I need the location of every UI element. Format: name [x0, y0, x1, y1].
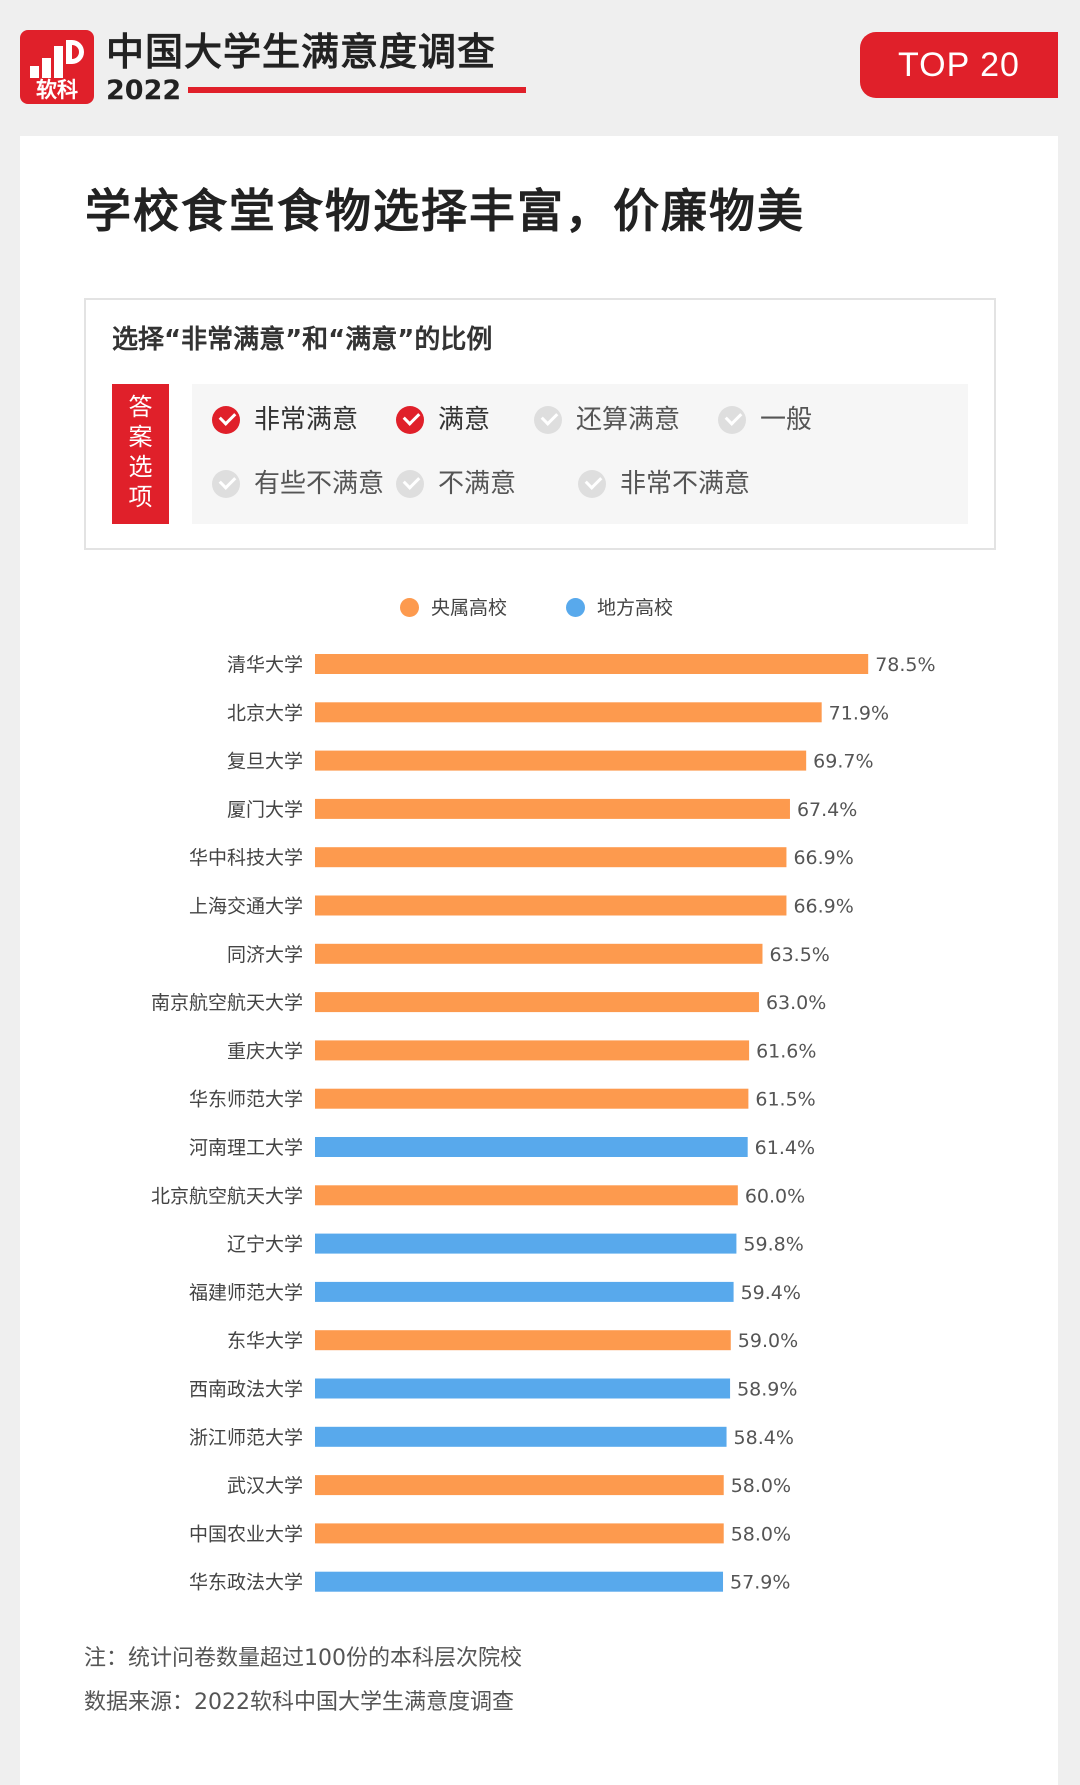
options-area: 非常满意 满意 还算满意 一般 有些不满意 不满意 非常不满意: [192, 384, 968, 524]
bar: [315, 1475, 724, 1496]
check-icon: [578, 470, 606, 498]
value-label: 67.4%: [797, 799, 857, 821]
category-label: 中国农业大学: [189, 1523, 303, 1545]
bar: [315, 992, 759, 1013]
value-label: 63.5%: [769, 944, 829, 966]
check-icon: [212, 406, 240, 434]
bar: [315, 1378, 731, 1399]
value-label: 61.4%: [755, 1137, 815, 1159]
bar: [315, 702, 822, 723]
bar-chart: 清华大学 78.5% 北京大学 71.9% 复旦大学 69.7% 厦门大学 67.4% 华中科技…: [151, 654, 936, 1594]
legend-item-central: 央属高校: [400, 593, 507, 623]
category-label: 浙江师范大学: [189, 1427, 303, 1449]
bar: [315, 1281, 734, 1302]
option-dissatisfied: 不满意: [396, 469, 516, 499]
category-label: 辽宁大学: [227, 1234, 303, 1256]
category-label: 清华大学: [227, 654, 303, 676]
chart-legend: 央属高校 地方高校: [20, 593, 1058, 623]
data-source: 数据来源：2022软科中国大学生满意度调查: [84, 1690, 514, 1715]
bar: [315, 750, 807, 771]
logo-bar: [42, 58, 51, 78]
category-label: 复旦大学: [227, 751, 303, 773]
value-label: 57.9%: [730, 1572, 790, 1594]
options-label: 答案选项: [112, 384, 169, 524]
survey-title: 中国大学生满意度调查: [106, 30, 497, 74]
category-label: 福建师范大学: [189, 1282, 303, 1304]
value-label: 58.9%: [737, 1379, 797, 1401]
value-label: 58.0%: [731, 1475, 791, 1497]
category-label: 北京航空航天大学: [151, 1185, 303, 1207]
category-label: 东华大学: [227, 1330, 303, 1352]
check-icon: [396, 470, 424, 498]
footnote: 注：统计问卷数量超过100份的本科层次院校: [84, 1646, 522, 1671]
option-satisfied: 满意: [396, 405, 490, 435]
value-label: 71.9%: [829, 702, 889, 724]
category-label: 华东政法大学: [189, 1572, 303, 1594]
survey-year: 2022: [106, 75, 182, 106]
value-label: 59.8%: [743, 1234, 803, 1256]
bar: [315, 1185, 738, 1206]
category-label: 西南政法大学: [189, 1379, 303, 1401]
bar: [315, 1233, 737, 1254]
option-very-satisfied: 非常满意: [212, 405, 358, 435]
logo-bar: [30, 66, 39, 78]
category-label: 武汉大学: [227, 1475, 303, 1497]
value-label: 58.4%: [734, 1427, 794, 1449]
value-label: 78.5%: [875, 654, 935, 676]
logo-r-mark: [66, 40, 84, 64]
category-label: 河南理工大学: [189, 1137, 303, 1159]
option-neutral: 一般: [718, 405, 812, 435]
content-card: 学校食堂食物选择丰富，价廉物美 选择“非常满意”和“满意”的比例 答案选项 非常…: [20, 136, 1058, 1785]
category-label: 南京航空航天大学: [151, 992, 303, 1014]
bar: [315, 1426, 727, 1447]
logo-brand-text: 软科: [36, 78, 78, 102]
category-label: 厦门大学: [227, 799, 303, 821]
option-fairly-satisfied: 还算满意: [534, 405, 680, 435]
value-label: 61.6%: [756, 1040, 816, 1062]
check-icon: [718, 406, 746, 434]
bar: [315, 1330, 731, 1351]
question-title: 选择“非常满意”和“满意”的比例: [112, 325, 493, 355]
check-icon: [534, 406, 562, 434]
bar: [315, 1523, 724, 1544]
check-icon: [396, 406, 424, 434]
value-label: 59.4%: [741, 1282, 801, 1304]
option-very-dissatisfied: 非常不满意: [578, 469, 750, 499]
category-label: 北京大学: [227, 702, 303, 724]
bar: [315, 798, 790, 819]
bar: [315, 654, 869, 674]
bar: [315, 1040, 750, 1061]
page-headline: 学校食堂食物选择丰富，价廉物美: [85, 184, 805, 238]
bar: [315, 847, 787, 868]
value-label: 58.0%: [731, 1523, 791, 1545]
category-label: 华中科技大学: [189, 847, 303, 869]
top-badge: TOP 20: [860, 32, 1058, 98]
bar: [315, 895, 787, 916]
value-label: 60.0%: [745, 1185, 805, 1207]
value-label: 63.0%: [766, 992, 826, 1014]
ruanke-logo: 软科: [20, 30, 94, 104]
legend-item-local: 地方高校: [566, 593, 673, 623]
option-somewhat-dissatisfied: 有些不满意: [212, 469, 384, 499]
value-label: 66.9%: [793, 847, 853, 869]
legend-dot-local: [566, 598, 585, 617]
bar: [315, 1571, 724, 1592]
title-underline: [188, 87, 526, 93]
value-label: 66.9%: [793, 896, 853, 918]
value-label: 61.5%: [755, 1089, 815, 1111]
bar: [315, 1137, 748, 1157]
logo-bar: [54, 46, 63, 78]
category-label: 重庆大学: [227, 1040, 303, 1062]
question-box: 选择“非常满意”和“满意”的比例 答案选项 非常满意 满意 还算满意 一般 有些…: [84, 298, 996, 550]
bar: [315, 1088, 749, 1109]
legend-dot-central: [400, 598, 419, 617]
value-label: 69.7%: [813, 751, 873, 773]
check-icon: [212, 470, 240, 498]
value-label: 59.0%: [738, 1330, 798, 1352]
category-label: 同济大学: [227, 944, 303, 966]
bar: [315, 943, 763, 964]
category-label: 华东师范大学: [189, 1089, 303, 1111]
category-label: 上海交通大学: [189, 896, 303, 918]
